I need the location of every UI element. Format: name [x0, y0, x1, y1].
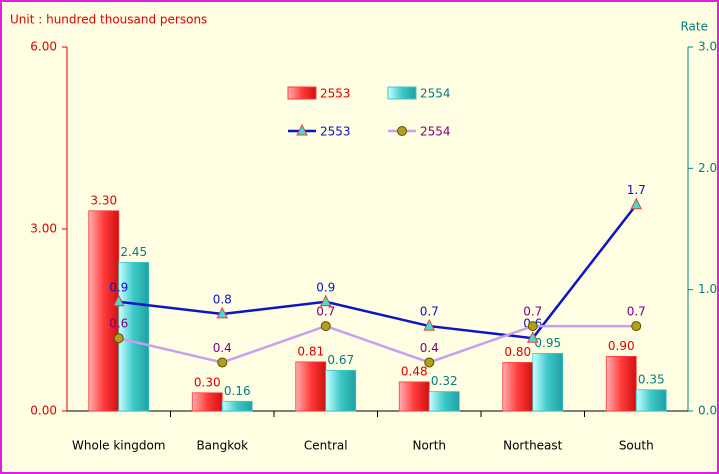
bar — [605, 355, 637, 412]
point-label: 0.7 — [523, 305, 542, 319]
point-label: 0.8 — [213, 292, 232, 306]
x-tick-label: Whole kingdom — [72, 439, 166, 453]
x-tick-label: Central — [304, 439, 348, 453]
x-tick-label: Bangkok — [196, 439, 248, 453]
y2-axis-title: Rate — [680, 20, 708, 34]
bar — [635, 389, 667, 412]
bar — [532, 352, 564, 412]
legend-swatch — [287, 86, 317, 100]
legend-marker — [397, 126, 407, 136]
y2-tick-label: 1.0 — [698, 282, 717, 296]
bar-label: 0.35 — [638, 372, 665, 386]
point-label: 0.7 — [627, 305, 646, 319]
marker — [216, 306, 229, 319]
point-label: 0.7 — [420, 305, 439, 319]
bar-label: 0.30 — [194, 375, 221, 389]
bar-label: 0.90 — [608, 339, 635, 353]
y-tick-label: 6.00 — [30, 40, 57, 54]
line — [118, 203, 638, 340]
bar — [221, 400, 253, 412]
bar-label: 0.32 — [431, 374, 458, 388]
point-label: 0.9 — [316, 280, 335, 294]
marker — [217, 357, 228, 368]
y-tick-label: 0.00 — [30, 404, 57, 418]
point-label: 1.7 — [627, 183, 646, 197]
bar-label: 0.48 — [401, 364, 428, 378]
bar-label: 2.45 — [120, 245, 147, 259]
point-label: 0.7 — [316, 305, 335, 319]
marker — [631, 321, 642, 332]
legend-label: 2554 — [420, 87, 451, 101]
marker — [630, 197, 643, 210]
bar-label: 0.80 — [504, 345, 531, 359]
marker — [527, 321, 538, 332]
y2-tick-label: 0.0 — [698, 404, 717, 418]
bar-label: 0.95 — [534, 336, 561, 350]
bar-label: 0.16 — [224, 384, 251, 398]
bar — [398, 381, 430, 412]
marker — [320, 321, 331, 332]
x-tick-label: Northeast — [503, 439, 563, 453]
y-tick-label: 3.00 — [30, 222, 57, 236]
bar — [191, 392, 223, 412]
point-label: 0.4 — [420, 341, 439, 355]
x-tick-label: South — [619, 439, 654, 453]
legend-label: 2553 — [320, 125, 351, 139]
x-tick-label: North — [412, 439, 446, 453]
bar — [428, 391, 460, 412]
marker — [113, 333, 124, 344]
bar-label: 0.67 — [327, 353, 354, 367]
y2-tick-label: 2.0 — [698, 161, 717, 175]
bar-label: 0.81 — [297, 344, 324, 358]
point-label: 0.4 — [213, 341, 232, 355]
legend-swatch — [387, 86, 417, 100]
marker — [526, 331, 539, 343]
line — [118, 324, 637, 364]
point-label: 0.9 — [109, 280, 128, 294]
point-label: 0.6 — [109, 317, 128, 331]
legend-label: 2554 — [420, 125, 451, 139]
bar — [118, 261, 150, 412]
bar-label: 3.30 — [90, 193, 117, 207]
legend-marker — [296, 123, 308, 136]
marker — [424, 357, 435, 368]
marker — [319, 294, 332, 307]
bar — [295, 361, 327, 412]
marker — [112, 294, 125, 307]
y2-tick-label: 3.0 — [698, 40, 717, 54]
bar — [325, 369, 357, 412]
bar — [88, 210, 120, 412]
unit-label: Unit : hundred thousand persons — [10, 13, 207, 27]
legend-label: 2553 — [320, 87, 351, 101]
bar — [502, 362, 534, 412]
marker — [423, 318, 436, 331]
